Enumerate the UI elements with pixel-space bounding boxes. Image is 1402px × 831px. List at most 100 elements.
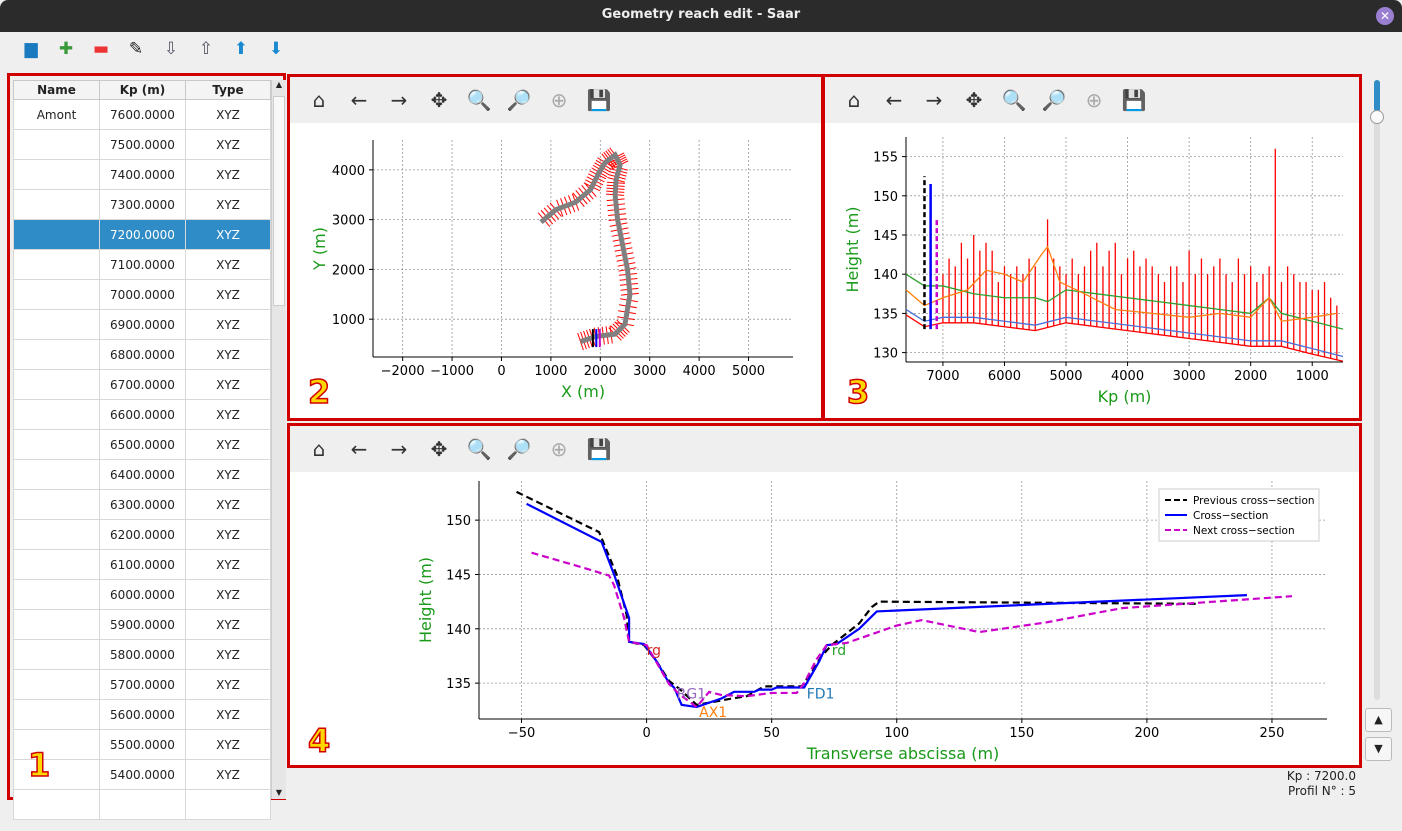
table-row[interactable]: 6400.0000 XYZ [13, 459, 271, 490]
cell-type[interactable]: XYZ [185, 429, 271, 460]
table-row[interactable]: 6300.0000 XYZ [13, 489, 271, 520]
home-icon[interactable]: ⌂ [847, 88, 861, 112]
sort-ascending-icon[interactable]: ⇩ [163, 39, 179, 59]
cell-kp[interactable]: 6600.0000 [99, 399, 186, 430]
cell-kp[interactable]: 7200.0000 [99, 219, 186, 250]
table-row[interactable]: 6800.0000 XYZ [13, 339, 271, 370]
cell-type[interactable]: XYZ [185, 549, 271, 580]
cell-kp[interactable]: 5600.0000 [99, 699, 186, 730]
cell-kp[interactable]: 5700.0000 [99, 669, 186, 700]
table-row[interactable]: 7400.0000 XYZ [13, 159, 271, 190]
cell-name[interactable] [13, 159, 100, 190]
cell-name[interactable] [13, 309, 100, 340]
pan-icon[interactable]: ✥ [430, 88, 448, 112]
cell-type[interactable]: XYZ [185, 459, 271, 490]
cell-type[interactable]: XYZ [185, 579, 271, 610]
cell-type[interactable]: XYZ [185, 489, 271, 520]
cell-type[interactable]: XYZ [185, 189, 271, 220]
zoom-icon[interactable]: 🔍 [466, 88, 492, 112]
column-header-name[interactable]: Name [13, 80, 100, 100]
cell-kp[interactable]: 6800.0000 [99, 339, 186, 370]
forward-icon[interactable]: → [390, 437, 408, 461]
close-icon[interactable]: ✕ [1376, 7, 1394, 25]
cell-type[interactable]: XYZ [185, 369, 271, 400]
profile-slider[interactable] [1370, 80, 1384, 700]
table-row[interactable]: 7000.0000 XYZ [13, 279, 271, 310]
folder-open-icon[interactable]: ▆ [24, 39, 38, 59]
cell-name[interactable] [13, 249, 100, 280]
cell-kp[interactable]: 6400.0000 [99, 459, 186, 490]
home-icon[interactable]: ⌂ [312, 88, 326, 112]
table-row[interactable]: 7100.0000 XYZ [13, 249, 271, 280]
cell-name[interactable] [13, 729, 100, 760]
table-row[interactable]: 7300.0000 XYZ [13, 189, 271, 220]
cell-type[interactable]: XYZ [185, 309, 271, 340]
save-icon[interactable]: 💾 [586, 437, 612, 461]
cell-type[interactable]: XYZ [185, 399, 271, 430]
cell-kp[interactable]: 7400.0000 [99, 159, 186, 190]
cell-kp[interactable] [99, 789, 186, 820]
cell-kp[interactable]: 7000.0000 [99, 279, 186, 310]
column-header-kp[interactable]: Kp (m) [99, 80, 186, 100]
forward-icon[interactable]: → [390, 88, 408, 112]
cell-name[interactable] [13, 579, 100, 610]
cell-kp[interactable]: 6500.0000 [99, 429, 186, 460]
cell-name[interactable] [13, 429, 100, 460]
cell-name[interactable] [13, 609, 100, 640]
cell-type[interactable]: XYZ [185, 519, 271, 550]
back-icon[interactable]: ← [350, 88, 368, 112]
table-row[interactable]: 6200.0000 XYZ [13, 519, 271, 550]
zoom-fit-icon[interactable]: ⊕ [550, 88, 568, 112]
cell-name[interactable] [13, 219, 100, 250]
cell-name[interactable] [13, 639, 100, 670]
zoom-fit-icon[interactable]: ⊕ [1085, 88, 1103, 112]
cell-type[interactable]: XYZ [185, 279, 271, 310]
cell-name[interactable] [13, 279, 100, 310]
save-icon[interactable]: 💾 [586, 88, 612, 112]
table-scrollbar[interactable]: ▲ ▼ [271, 80, 286, 799]
cell-kp[interactable]: 6100.0000 [99, 549, 186, 580]
cell-type[interactable]: XYZ [185, 609, 271, 640]
cell-kp[interactable]: 7300.0000 [99, 189, 186, 220]
table-row[interactable]: Amont 7600.0000 XYZ [13, 99, 271, 130]
cell-kp[interactable]: 7100.0000 [99, 249, 186, 280]
home-icon[interactable]: ⌂ [312, 437, 326, 461]
table-row[interactable]: 6600.0000 XYZ [13, 399, 271, 430]
table-row[interactable] [13, 789, 271, 820]
cell-kp[interactable]: 5500.0000 [99, 729, 186, 760]
cell-name[interactable] [13, 519, 100, 550]
table-row[interactable]: 6500.0000 XYZ [13, 429, 271, 460]
cell-kp[interactable]: 6000.0000 [99, 579, 186, 610]
cell-kp[interactable]: 5900.0000 [99, 609, 186, 640]
cell-name[interactable] [13, 459, 100, 490]
cell-type[interactable] [185, 789, 271, 820]
table-row[interactable]: 7200.0000 XYZ [13, 219, 271, 250]
table-row[interactable]: 6900.0000 XYZ [13, 309, 271, 340]
cell-name[interactable] [13, 669, 100, 700]
cell-type[interactable]: XYZ [185, 99, 271, 130]
cell-type[interactable]: XYZ [185, 219, 271, 250]
cell-name[interactable] [13, 549, 100, 580]
cell-type[interactable]: XYZ [185, 639, 271, 670]
scrollbar-thumb[interactable] [273, 96, 285, 306]
table-row[interactable]: 6000.0000 XYZ [13, 579, 271, 610]
cell-name[interactable] [13, 189, 100, 220]
cell-kp[interactable]: 7600.0000 [99, 99, 186, 130]
scroll-down-icon[interactable]: ▼ [275, 788, 283, 797]
cell-kp[interactable]: 6900.0000 [99, 309, 186, 340]
pan-icon[interactable]: ✥ [965, 88, 983, 112]
column-header-type[interactable]: Type [185, 80, 271, 100]
cell-type[interactable]: XYZ [185, 129, 271, 160]
table-row[interactable]: 5800.0000 XYZ [13, 639, 271, 670]
zoom-1-icon[interactable]: 🔎 [1041, 88, 1067, 112]
cell-name[interactable] [13, 399, 100, 430]
cell-kp[interactable]: 6200.0000 [99, 519, 186, 550]
cell-name[interactable] [13, 789, 100, 820]
remove-icon[interactable]: ▬ [92, 39, 110, 59]
cell-name[interactable] [13, 699, 100, 730]
cell-name[interactable] [13, 759, 100, 790]
edit-icon[interactable]: ✎ [128, 39, 144, 59]
cell-kp[interactable]: 7500.0000 [99, 129, 186, 160]
table-row[interactable]: 5900.0000 XYZ [13, 609, 271, 640]
cell-name[interactable] [13, 339, 100, 370]
